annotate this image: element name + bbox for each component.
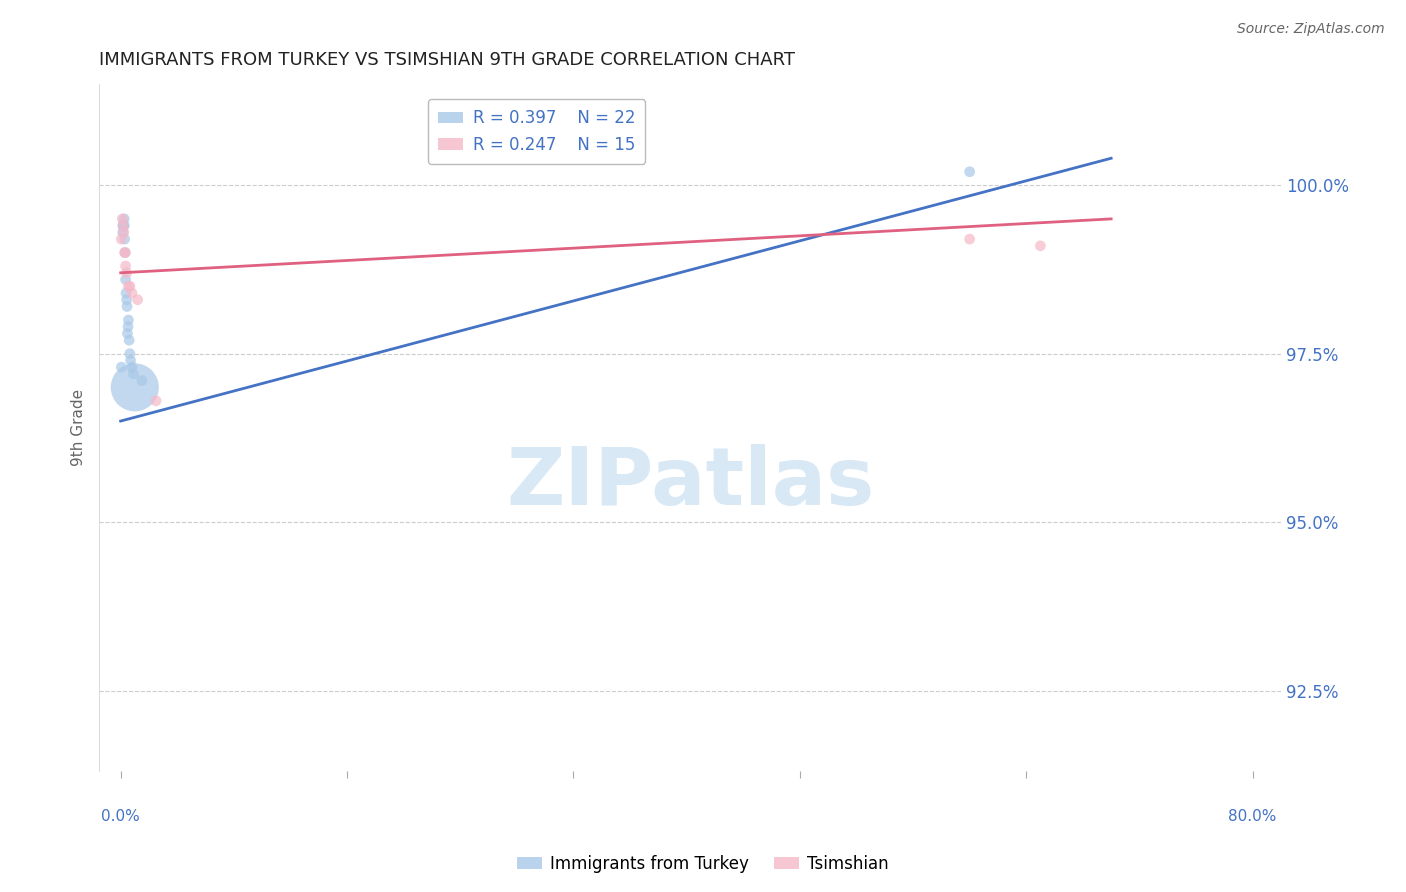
Legend: R = 0.397    N = 22, R = 0.247    N = 15: R = 0.397 N = 22, R = 0.247 N = 15 — [427, 99, 645, 163]
Point — [114, 245, 136, 260]
Point — [114, 259, 136, 273]
Point — [112, 211, 135, 226]
Point — [114, 245, 136, 260]
Point — [117, 279, 139, 293]
Point — [118, 279, 141, 293]
Point — [114, 245, 136, 260]
Text: 80.0%: 80.0% — [1229, 808, 1277, 823]
Point — [131, 374, 153, 388]
Point — [959, 165, 981, 179]
Y-axis label: 9th Grade: 9th Grade — [72, 389, 86, 467]
Point — [959, 232, 981, 246]
Point — [118, 333, 141, 347]
Point — [1029, 239, 1052, 253]
Point — [117, 319, 139, 334]
Point — [121, 285, 143, 300]
Point — [127, 293, 149, 307]
Point — [124, 380, 146, 394]
Text: ZIPatlas: ZIPatlas — [506, 444, 875, 522]
Point — [117, 326, 139, 341]
Legend: Immigrants from Turkey, Tsimshian: Immigrants from Turkey, Tsimshian — [510, 848, 896, 880]
Point — [121, 360, 143, 375]
Point — [112, 219, 135, 233]
Point — [110, 232, 132, 246]
Point — [117, 313, 139, 327]
Text: Source: ZipAtlas.com: Source: ZipAtlas.com — [1237, 22, 1385, 37]
Point — [122, 367, 145, 381]
Point — [110, 360, 132, 375]
Point — [115, 293, 138, 307]
Point — [111, 211, 134, 226]
Point — [118, 346, 141, 360]
Point — [112, 226, 135, 240]
Point — [111, 226, 134, 240]
Text: IMMIGRANTS FROM TURKEY VS TSIMSHIAN 9TH GRADE CORRELATION CHART: IMMIGRANTS FROM TURKEY VS TSIMSHIAN 9TH … — [100, 51, 796, 69]
Point — [115, 266, 138, 280]
Point — [112, 219, 135, 233]
Point — [112, 219, 135, 233]
Text: 0.0%: 0.0% — [101, 808, 141, 823]
Point — [114, 272, 136, 286]
Point — [115, 300, 138, 314]
Point — [115, 285, 138, 300]
Point — [120, 353, 142, 368]
Point — [114, 232, 136, 246]
Point — [145, 393, 167, 408]
